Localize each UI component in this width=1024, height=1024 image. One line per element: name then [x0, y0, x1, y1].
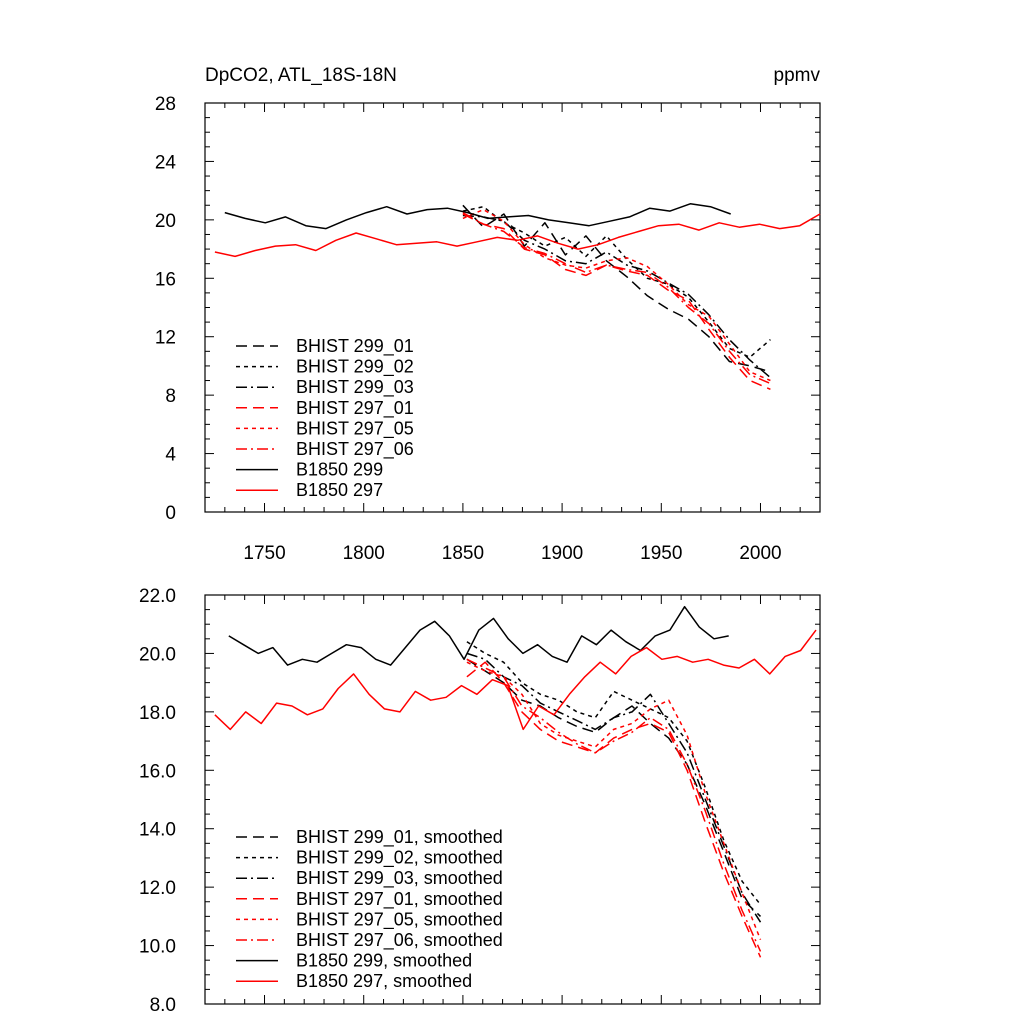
y-tick-label: 12.0: [139, 878, 176, 899]
y-tick-label: 4: [165, 445, 176, 466]
series-lines: [214, 605, 817, 958]
y-tick-label: 24: [155, 152, 177, 173]
y-tick-label: 8: [165, 386, 176, 407]
top-panel-chart: DpCO2, ATL_18S-18N ppmv 0 4 8 12 16 20 24 28 17…: [155, 65, 821, 564]
series-line: [466, 661, 762, 958]
legend-label: BHIST 297_06, smoothed: [296, 930, 503, 951]
legend-label: BHIST 297_01: [296, 398, 414, 419]
legend-label: BHIST 299_03: [296, 377, 414, 398]
series-line: [466, 661, 762, 940]
chart-title: DpCO2, ATL_18S-18N: [205, 65, 397, 86]
y-tick-label: 0: [165, 503, 176, 524]
x-axis-ticks: 1750 1800 1850 1900 1950 2000: [224, 103, 801, 564]
x-axis-ticks: [224, 595, 801, 1004]
y-axis-ticks: 0 4 8 12 16 20 24 28: [155, 94, 820, 524]
legend-label: BHIST 299_01: [296, 336, 414, 357]
y-tick-label: 20.0: [139, 644, 176, 665]
y-axis-ticks: 8.0 10.0 12.0 14.0 16.0 18.0 20.0 22.0: [139, 586, 820, 1016]
y-tick-label: 20: [155, 211, 176, 232]
series-lines: [214, 203, 821, 390]
series-line: [224, 203, 731, 230]
series-line: [466, 658, 762, 917]
x-tick-label: 1750: [243, 543, 285, 564]
legend-label: BHIST 299_02: [296, 357, 414, 378]
y-tick-label: 28: [155, 94, 176, 115]
legend-label: B1850 297, smoothed: [296, 971, 472, 991]
series-line: [462, 205, 771, 358]
legend-label: BHIST 299_03, smoothed: [296, 868, 503, 889]
x-tick-label: 1900: [541, 543, 583, 564]
y-tick-label: 14.0: [139, 820, 176, 841]
series-line: [214, 213, 821, 258]
y-tick-label: 8.0: [150, 995, 176, 1016]
series-line: [462, 208, 771, 382]
series-line: [214, 629, 817, 731]
x-tick-label: 1800: [343, 543, 385, 564]
legend-label: BHIST 299_01, smoothed: [296, 827, 503, 848]
legend-label: B1850 299: [296, 460, 383, 480]
y-tick-label: 16.0: [139, 761, 176, 782]
y-tick-label: 12: [155, 328, 176, 349]
legend-label: BHIST 299_02, smoothed: [296, 848, 503, 869]
series-line: [466, 652, 762, 923]
bottom-panel-chart: 8.0 10.0 12.0 14.0 16.0 18.0 20.0 22.0 BHIST 29…: [139, 586, 821, 1016]
legend-label: BHIST 297_01, smoothed: [296, 889, 503, 910]
legend-label: BHIST 297_06: [296, 439, 414, 460]
chart-units-label: ppmv: [774, 65, 821, 86]
series-line: [462, 204, 771, 373]
series-line: [466, 658, 762, 952]
legend-label: BHIST 297_05: [296, 418, 414, 439]
legend-label: B1850 299, smoothed: [296, 951, 472, 971]
series-line: [466, 641, 762, 906]
y-tick-label: 22.0: [139, 586, 176, 607]
legend-label: BHIST 297_05, smoothed: [296, 909, 503, 930]
x-tick-label: 1850: [442, 543, 484, 564]
series-line: [228, 605, 729, 666]
legend-label: B1850 297: [296, 480, 383, 500]
y-tick-label: 16: [155, 269, 176, 290]
x-tick-label: 2000: [739, 543, 781, 564]
y-tick-label: 18.0: [139, 703, 176, 724]
x-tick-label: 1950: [640, 543, 682, 564]
series-line: [462, 213, 771, 390]
y-tick-label: 10.0: [139, 937, 176, 958]
